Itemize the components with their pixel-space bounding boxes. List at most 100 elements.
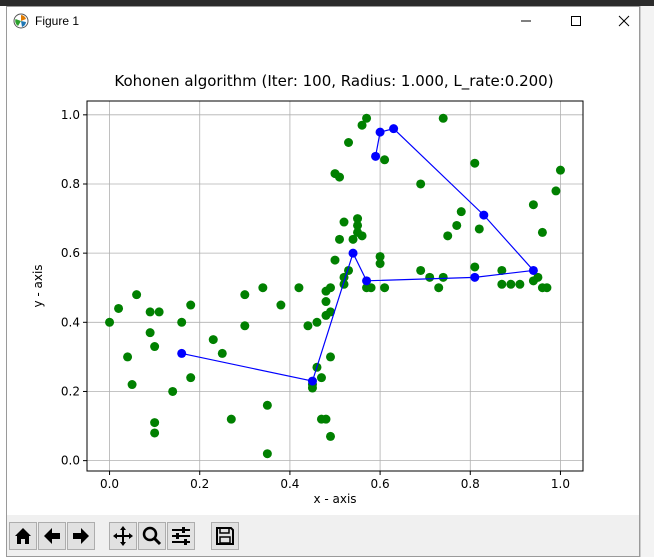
sample-point — [380, 155, 390, 165]
sample-point — [470, 158, 480, 168]
x-tick-label: 0.2 — [190, 477, 209, 491]
sample-point — [344, 137, 354, 147]
sample-points — [105, 113, 565, 459]
figure-canvas[interactable]: Kohonen algorithm (Iter: 100, Radius: 1.… — [7, 35, 639, 515]
save-button[interactable] — [211, 522, 239, 550]
sample-point — [258, 283, 268, 293]
sample-point — [375, 259, 385, 269]
sample-point — [533, 272, 543, 282]
sample-point — [438, 272, 448, 282]
arrow-left-icon — [44, 528, 60, 544]
home-button[interactable] — [9, 522, 37, 550]
sample-point — [114, 303, 124, 313]
sample-point — [262, 449, 272, 459]
neuron-point — [371, 151, 381, 161]
sample-point — [150, 342, 160, 352]
figure-window: Figure 1 Kohonen algorithm (Iter: 100, R… — [6, 6, 640, 557]
sample-point — [416, 265, 426, 275]
y-tick-label: 0.0 — [61, 454, 80, 468]
sample-point — [325, 283, 335, 293]
sample-point — [470, 262, 480, 272]
sample-point — [177, 317, 187, 327]
sample-point — [335, 172, 345, 182]
sample-point — [186, 373, 196, 383]
sample-point — [380, 283, 390, 293]
sample-point — [312, 317, 322, 327]
sample-point — [456, 207, 466, 217]
x-tick-label: 0.0 — [100, 477, 119, 491]
sample-point — [276, 300, 286, 310]
neuron-point — [362, 276, 372, 286]
sample-point — [325, 307, 335, 317]
move-icon — [113, 526, 133, 546]
home-icon — [15, 528, 31, 544]
sample-point — [325, 431, 335, 441]
sample-point — [316, 373, 326, 383]
pan-button[interactable] — [109, 522, 137, 550]
background-window-edge — [640, 6, 654, 557]
sample-point — [123, 352, 133, 362]
minimize-icon — [521, 20, 531, 22]
sample-point — [321, 297, 331, 307]
neuron-network — [177, 124, 538, 386]
neuron-point — [389, 124, 399, 134]
navigation-toolbar — [7, 515, 639, 556]
y-tick-label: 0.2 — [61, 384, 80, 398]
sample-point — [240, 290, 250, 300]
sample-point — [362, 283, 372, 293]
zoom-button[interactable] — [138, 522, 166, 550]
sample-point — [150, 418, 160, 428]
sample-point — [555, 165, 565, 175]
neuron-point — [470, 272, 480, 282]
sample-point — [362, 113, 372, 123]
minimize-button[interactable] — [503, 7, 549, 35]
sample-point — [357, 120, 367, 130]
sample-point — [375, 252, 385, 262]
title-bar[interactable]: Figure 1 — [7, 7, 639, 35]
neuron-point — [348, 248, 358, 258]
sample-point — [348, 234, 358, 244]
matplotlib-app-icon — [13, 13, 29, 29]
x-tick-label: 0.6 — [371, 477, 390, 491]
sample-point — [186, 300, 196, 310]
sample-point — [208, 335, 218, 345]
neuron-point — [528, 265, 538, 275]
close-button[interactable] — [601, 7, 647, 35]
sample-point — [339, 279, 349, 289]
y-tick-label: 1.0 — [61, 108, 80, 122]
sample-point — [497, 279, 507, 289]
sample-point — [145, 328, 155, 338]
y-tick-label: 0.4 — [61, 315, 80, 329]
sample-point — [438, 113, 448, 123]
forward-button[interactable] — [67, 522, 95, 550]
sample-point — [303, 321, 313, 331]
sample-point — [542, 283, 552, 293]
sample-point — [353, 220, 363, 230]
sample-point — [353, 214, 363, 224]
sample-point — [132, 290, 142, 300]
sample-point — [443, 231, 453, 241]
neuron-connection-line — [181, 127, 535, 382]
x-tick-label: 0.8 — [461, 477, 480, 491]
maximize-button[interactable] — [553, 7, 599, 35]
sample-point — [474, 224, 484, 234]
arrow-right-icon — [73, 528, 89, 544]
sample-point — [168, 386, 178, 396]
x-axis-label: x - axis — [313, 492, 356, 506]
sample-point — [145, 307, 155, 317]
configure-subplots-button[interactable] — [167, 522, 195, 550]
sample-point — [307, 383, 317, 393]
sample-point — [330, 255, 340, 265]
chart-title: Kohonen algorithm (Iter: 100, Radius: 1.… — [114, 72, 553, 91]
sample-point — [335, 234, 345, 244]
background-taskbar-strip — [0, 0, 654, 6]
sample-point — [551, 186, 561, 196]
sample-point — [226, 414, 236, 424]
sample-point — [528, 200, 538, 210]
sample-point — [325, 352, 335, 362]
sample-point — [515, 279, 525, 289]
back-button[interactable] — [38, 522, 66, 550]
scatter-plot: Kohonen algorithm (Iter: 100, Radius: 1.… — [31, 72, 584, 506]
sample-point — [262, 400, 272, 410]
y-axis-label: y - axis — [31, 264, 45, 307]
